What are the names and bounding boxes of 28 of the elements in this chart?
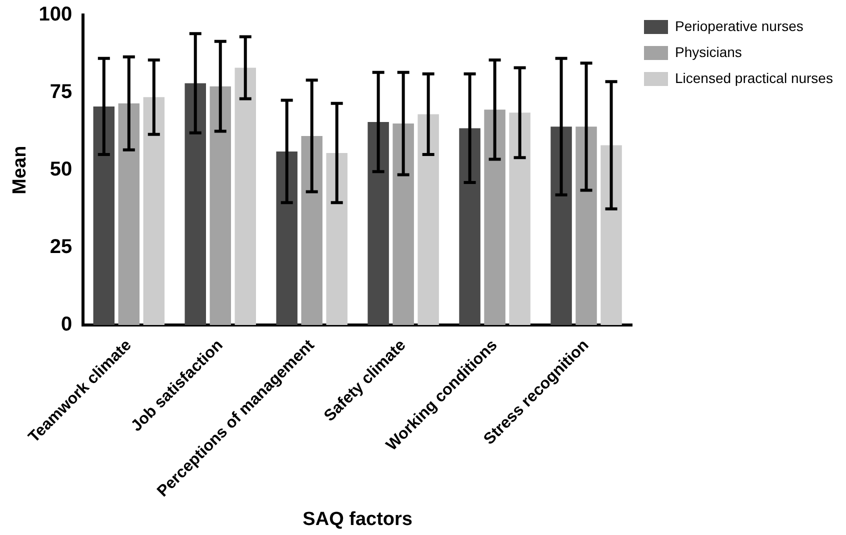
legend-label: Physicians xyxy=(675,44,742,60)
bar xyxy=(484,110,506,326)
bar xyxy=(326,153,348,326)
bar xyxy=(576,126,597,326)
bar xyxy=(392,124,414,326)
y-tick-label: 75 xyxy=(50,81,72,104)
legend-label: Licensed practical nurses xyxy=(675,70,833,86)
bar xyxy=(210,86,232,326)
y-tick-label: 0 xyxy=(61,314,72,336)
x-axis-title: SAQ factors xyxy=(302,508,412,530)
bar xyxy=(184,83,206,326)
bar xyxy=(93,106,115,326)
y-tick-label: 25 xyxy=(50,236,72,258)
y-tick-label: 100 xyxy=(38,4,72,26)
bar xyxy=(509,112,530,326)
bar xyxy=(118,103,140,326)
bar xyxy=(418,114,439,326)
bar xyxy=(550,126,572,326)
bar xyxy=(459,128,480,326)
bar xyxy=(301,136,322,326)
bar xyxy=(368,122,389,326)
y-axis-title: Mean xyxy=(10,146,31,194)
legend-label: Perioperative nurses xyxy=(675,18,804,34)
bar xyxy=(276,151,298,326)
bar xyxy=(234,68,256,326)
y-tick-label: 50 xyxy=(50,158,72,181)
bar xyxy=(600,145,622,326)
bar xyxy=(143,97,165,326)
